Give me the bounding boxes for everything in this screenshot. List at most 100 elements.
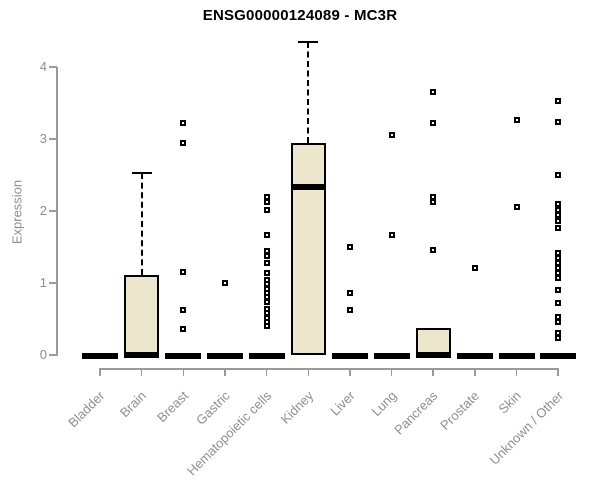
outlier-point-unknown-other: [555, 118, 562, 125]
x-tick: [515, 368, 518, 376]
collapsed-box-hematopoietic-cells: [248, 352, 285, 359]
outlier-point-skin: [513, 116, 520, 123]
outlier-point-breast: [180, 306, 187, 313]
box-brain: [124, 275, 160, 355]
x-category-label-text: Bladder: [65, 388, 108, 431]
outlier-point-pancreas: [430, 199, 437, 206]
outlier-point-unknown-other: [555, 287, 562, 294]
collapsed-box-bladder: [82, 352, 118, 359]
outlier-point-unknown-other: [555, 259, 562, 266]
outlier-point-breast: [180, 269, 187, 276]
y-tick: [49, 66, 57, 68]
x-category-label-text: Skin: [495, 388, 525, 417]
outlier-point-pancreas: [430, 193, 437, 200]
median-brain: [124, 352, 160, 358]
outlier-point-prostate: [471, 264, 478, 271]
outlier-point-hematopoietic-cells: [263, 232, 270, 239]
outlier-point-unknown-other: [555, 318, 562, 325]
box-kidney: [290, 143, 326, 355]
outlier-point-pancreas: [430, 89, 437, 96]
outlier-point-unknown-other: [555, 269, 562, 276]
y-tick-label: 3: [39, 131, 47, 146]
outlier-point-unknown-other: [555, 225, 562, 232]
outlier-point-unknown-other: [555, 249, 562, 256]
outlier-point-hematopoietic-cells: [263, 199, 270, 206]
x-tick: [140, 368, 143, 376]
x-category-label-text: Prostate: [437, 388, 483, 433]
x-tick: [349, 368, 351, 376]
outlier-point-unknown-other: [555, 274, 562, 281]
outlier-point-hematopoietic-cells: [263, 269, 270, 276]
x-tick: [390, 368, 393, 376]
x-category-label-text: Pancreas: [391, 388, 441, 438]
outlier-point-unknown-other: [555, 172, 562, 178]
outlier-point-unknown-other: [555, 200, 562, 207]
outlier-point-hematopoietic-cells: [263, 207, 270, 214]
box-pancreas: [415, 328, 451, 355]
outlier-point-hematopoietic-cells: [263, 259, 270, 266]
outlier-point-hematopoietic-cells: [263, 193, 270, 200]
y-tick: [49, 282, 57, 284]
collapsed-box-gastric: [206, 352, 243, 359]
outlier-point-liver: [346, 244, 353, 250]
whisker-brain: [140, 172, 143, 276]
outlier-point-lung: [388, 132, 395, 139]
outlier-point-unknown-other: [555, 218, 562, 225]
outlier-point-unknown-other: [555, 254, 562, 261]
outlier-point-lung: [388, 231, 395, 238]
outlier-point-hematopoietic-cells: [263, 253, 270, 260]
outlier-point-unknown-other: [555, 334, 562, 341]
outlier-point-hematopoietic-cells: [263, 247, 270, 254]
whisker-kidney: [307, 41, 310, 144]
whisker-cap-kidney: [298, 40, 319, 44]
outlier-point-pancreas: [430, 246, 437, 253]
outlier-point-unknown-other: [555, 329, 562, 336]
x-category-label-text: Brain: [117, 388, 150, 421]
whisker-cap-brain: [131, 171, 152, 175]
x-tick: [224, 368, 226, 376]
outlier-point-unknown-other: [555, 97, 562, 104]
outlier-point-unknown-other: [555, 212, 562, 219]
y-tick-label: 0: [39, 347, 47, 362]
outlier-point-unknown-other: [555, 264, 562, 271]
collapsed-box-lung: [373, 352, 410, 359]
y-tick-label: 1: [39, 275, 47, 290]
collapsed-box-unknown-other: [540, 352, 577, 359]
median-kidney: [290, 184, 326, 191]
y-tick-label: 2: [39, 203, 47, 218]
outlier-point-pancreas: [430, 120, 437, 127]
outlier-point-breast: [180, 326, 187, 333]
x-tick: [432, 368, 434, 376]
y-tick: [49, 138, 57, 140]
x-tick: [99, 368, 101, 376]
x-tick: [307, 368, 309, 376]
outlier-point-skin: [513, 204, 520, 211]
x-tick: [474, 368, 476, 376]
y-tick: [49, 354, 57, 356]
outlier-point-liver: [346, 290, 353, 297]
x-category-label-text: Liver: [326, 388, 358, 419]
outlier-point-hematopoietic-cells: [263, 323, 270, 330]
collapsed-box-skin: [498, 352, 535, 359]
x-tick: [557, 368, 559, 376]
outlier-point-hematopoietic-cells: [263, 298, 270, 305]
x-axis-line: [100, 368, 560, 370]
outlier-point-gastric: [221, 280, 228, 286]
collapsed-box-breast: [165, 352, 202, 359]
x-category-label-text: Unknown / Other: [486, 388, 566, 468]
x-category-label-text: Gastric: [192, 388, 233, 428]
y-tick: [49, 210, 57, 212]
x-tick: [182, 368, 185, 376]
outlier-point-unknown-other: [555, 300, 562, 307]
x-tick: [265, 368, 268, 376]
collapsed-box-liver: [331, 352, 368, 359]
x-category-label-text: Breast: [153, 388, 191, 426]
x-category-label-text: Lung: [368, 388, 400, 420]
collapsed-box-prostate: [456, 352, 493, 359]
x-category-label-text: Kidney: [277, 388, 316, 427]
outlier-point-unknown-other: [555, 206, 562, 213]
chart-title: ENSG00000124089 - MC3R: [202, 7, 398, 24]
median-pancreas: [415, 352, 451, 358]
outlier-point-hematopoietic-cells: [263, 280, 270, 287]
